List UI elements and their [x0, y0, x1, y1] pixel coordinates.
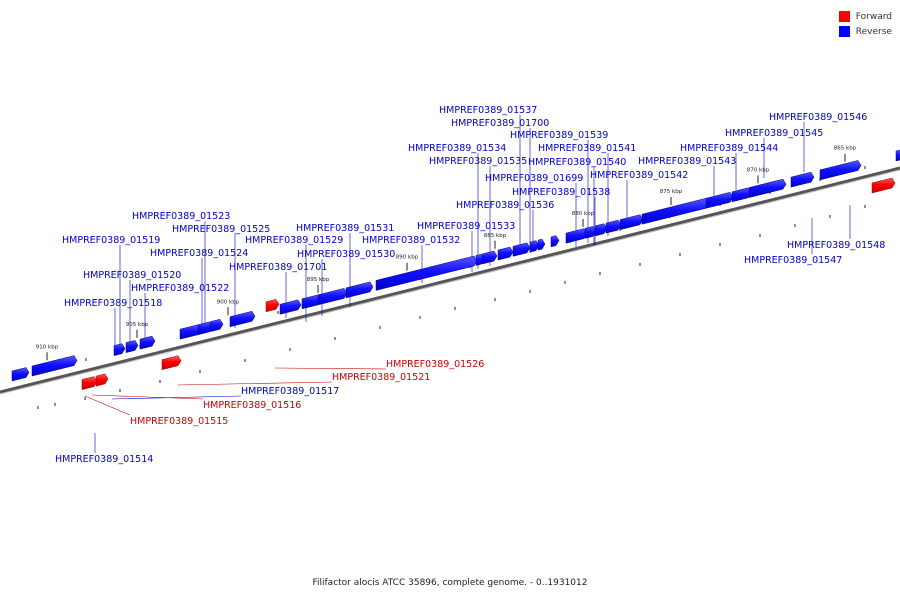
legend: Forward Reverse [838, 9, 892, 39]
gene-label-5: HMPREF0389_01519 [62, 235, 160, 246]
gene-label-7: HMPREF0389_01521 [332, 372, 430, 383]
gene-block-20 [550, 235, 560, 248]
gene-block-21 [565, 228, 588, 244]
gene-label-9: HMPREF0389_01523 [132, 211, 230, 222]
gene-label-0: HMPREF0389_01514 [55, 454, 153, 465]
gene-leader-lines [84, 115, 851, 453]
gene-block-3 [125, 340, 139, 353]
gene-label-20: HMPREF0389_01535 [429, 156, 527, 167]
gene-block-11 [317, 288, 348, 306]
axis-tick-label-2: 900 kbp [217, 299, 240, 305]
gene-label-34: HMPREF0389_01547 [744, 255, 842, 266]
gene-label-16: HMPREF0389_01531 [296, 223, 394, 234]
gene-label-23: HMPREF0389_01700 [451, 118, 549, 129]
genome-backbone [0, 166, 900, 395]
gene-label-10: HMPREF0389_01524 [150, 248, 248, 259]
gene-block-37 [871, 177, 896, 194]
leader-line-3 [111, 395, 242, 400]
gene-block-18 [529, 240, 540, 253]
axis-ticks: 910 kbp 905 kbp 900 kbp 895 kbp 890 kbp 885 k… [36, 146, 857, 361]
gene-label-33: HMPREF0389_01546 [769, 112, 867, 123]
gene-label-19: HMPREF0389_01534 [408, 143, 506, 154]
gene-label-8: HMPREF0389_01522 [131, 283, 229, 294]
gene-label-4: HMPREF0389_01518 [64, 298, 162, 309]
gene-label-35: HMPREF0389_01548 [787, 240, 885, 251]
gene-block-0 [11, 367, 30, 382]
gene-label-27: HMPREF0389_01540 [528, 157, 626, 168]
gene-blocks [11, 149, 900, 390]
gene-label-12: HMPREF0389_01526 [386, 359, 484, 370]
axis-tick-label-1: 905 kbp [126, 322, 149, 328]
axis-tick-label-6: 880 kbp [572, 211, 595, 217]
gene-block-4 [139, 335, 156, 350]
gene-label-14: HMPREF0389_01529 [245, 235, 343, 246]
gene-block-34 [95, 373, 109, 387]
gene-block-9 [279, 299, 302, 315]
leader-line-2 [91, 394, 204, 400]
legend-reverse: Reverse [838, 24, 892, 39]
gene-block-8 [229, 310, 256, 328]
gene-label-21: HMPREF0389_01536 [456, 200, 554, 211]
forward-swatch [838, 11, 850, 22]
reverse-swatch [838, 26, 850, 37]
axis-tick-label-7: 875 kbp [660, 189, 683, 195]
gene-block-16 [497, 246, 514, 261]
gene-label-13: HMPREF0389_01701 [229, 262, 327, 273]
gene-block-36 [265, 299, 280, 313]
gene-label-28: HMPREF0389_01541 [538, 143, 636, 154]
gene-label-17: HMPREF0389_01532 [362, 235, 460, 246]
gene-block-15 [481, 250, 498, 265]
axis-tick-label-5: 885 kbp [484, 233, 507, 239]
gene-label-22: HMPREF0389_01537 [439, 105, 537, 116]
legend-reverse-label: Reverse [855, 26, 892, 37]
gene-block-23 [594, 223, 608, 237]
axis-tick-label-4: 890 kbp [396, 255, 419, 261]
gene-block-28 [731, 187, 752, 203]
gene-block-33 [81, 376, 98, 390]
gene-block-19 [537, 238, 546, 251]
leader-line-1 [84, 395, 131, 416]
gene-label-2: HMPREF0389_01516 [203, 400, 301, 411]
gene-label-31: HMPREF0389_01544 [680, 143, 778, 154]
gene-block-1 [31, 355, 78, 377]
gene-block-30 [790, 171, 815, 188]
gene-block-35 [161, 355, 182, 370]
gene-label-3: HMPREF0389_01517 [241, 386, 339, 397]
gene-label-11: HMPREF0389_01525 [172, 224, 270, 235]
gene-label-30: HMPREF0389_01543 [638, 156, 736, 167]
gene-label-26: HMPREF0389_01538 [512, 187, 610, 198]
gene-label-1: HMPREF0389_01515 [130, 416, 228, 427]
leader-line-7 [177, 381, 333, 386]
gene-labels: HMPREF0389_01514 HMPREF0389_01515 HMPREF03… [55, 105, 885, 465]
legend-forward-label: Forward [855, 11, 892, 22]
leader-line-12 [274, 367, 387, 370]
gene-block-32 [895, 149, 900, 162]
map-caption: Filifactor alocis ATCC 35896, complete g… [312, 578, 588, 588]
gene-block-22 [584, 226, 597, 239]
axis-tick-label-0: 910 kbp [36, 344, 59, 350]
gene-label-15: HMPREF0389_01530 [297, 249, 395, 260]
gene-block-7 [209, 318, 224, 333]
gene-block-2 [113, 343, 126, 356]
gene-label-18: HMPREF0389_01533 [417, 221, 515, 232]
gene-block-27 [705, 192, 734, 209]
gene-label-32: HMPREF0389_01545 [725, 128, 823, 139]
axis-tick-label-3: 895 kbp [307, 277, 330, 283]
axis-tick-label-9: 865 kbp [834, 146, 857, 152]
gene-label-6: HMPREF0389_01520 [83, 270, 181, 281]
gene-block-25 [619, 214, 644, 231]
gene-block-12 [345, 281, 374, 299]
gene-label-24: HMPREF0389_01539 [510, 130, 608, 141]
gene-label-25: HMPREF0389_01699 [485, 173, 583, 184]
gene-block-29 [748, 178, 787, 198]
gene-label-29: HMPREF0389_01542 [590, 170, 688, 181]
gene-block-24 [605, 219, 622, 234]
gene-block-31 [819, 160, 862, 181]
gene-block-13 [375, 255, 478, 291]
gene-block-17 [512, 242, 531, 257]
axis-tick-label-8: 870 kbp [747, 167, 770, 173]
legend-forward: Forward [838, 9, 892, 24]
